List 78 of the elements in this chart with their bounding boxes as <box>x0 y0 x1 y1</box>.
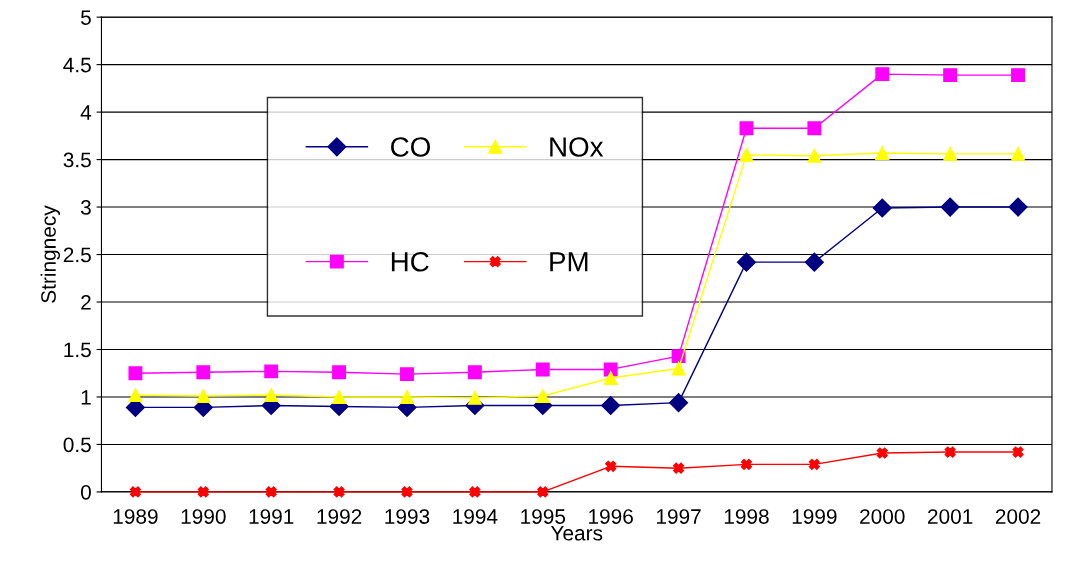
legend-label: HC <box>391 251 429 272</box>
x-tick-label: 1989 <box>113 509 158 524</box>
legend-label: NOx <box>550 137 604 157</box>
y-tick-label: 2 <box>81 295 91 310</box>
point <box>943 146 958 161</box>
point <box>605 460 617 472</box>
point <box>740 458 753 470</box>
point <box>1011 68 1025 83</box>
y-tick-label: 1.5 <box>64 342 91 358</box>
point <box>469 486 481 498</box>
point <box>1008 197 1028 217</box>
point <box>603 371 618 385</box>
x-tick-label: 1991 <box>249 509 294 524</box>
point <box>944 446 956 458</box>
point <box>333 486 345 498</box>
y-tick-label: 3 <box>80 200 91 215</box>
point <box>943 68 958 83</box>
point <box>940 197 960 217</box>
point <box>535 362 550 377</box>
point <box>1012 446 1024 458</box>
y-tick-label: 4 <box>80 105 92 120</box>
x-tick-label: 1990 <box>181 509 226 524</box>
y-tick-label: 3.5 <box>63 152 91 168</box>
point <box>876 447 888 459</box>
y-tick-label: 2.5 <box>63 247 91 263</box>
point <box>196 365 211 380</box>
point <box>875 67 890 82</box>
point <box>808 458 820 470</box>
legend-label: CO <box>391 137 430 157</box>
point <box>128 388 143 403</box>
y-axis-title: Stringnecy <box>40 205 60 303</box>
point <box>872 198 892 218</box>
point <box>736 252 756 272</box>
x-tick-label: 1993 <box>385 509 430 524</box>
point <box>196 389 211 403</box>
x-tick-label: 1992 <box>317 509 362 524</box>
point <box>673 462 685 474</box>
point <box>807 121 822 136</box>
y-tick-label: 4.5 <box>63 57 91 73</box>
x-tick-label: 1999 <box>792 509 837 524</box>
point <box>467 390 482 405</box>
x-tick-label: 1997 <box>656 509 701 524</box>
point <box>129 486 141 498</box>
point <box>537 486 549 498</box>
point <box>400 390 414 404</box>
y-tick-label: 0 <box>80 484 91 500</box>
point <box>535 389 550 403</box>
y-tick-label: 0.5 <box>63 437 91 453</box>
point <box>467 365 482 380</box>
point <box>128 366 143 381</box>
x-axis-title: Years <box>550 525 603 541</box>
x-tick-label: 2002 <box>995 509 1041 524</box>
x-tick-label: 1998 <box>724 509 769 524</box>
point <box>332 390 347 404</box>
x-tick-label: 1996 <box>589 509 633 524</box>
point <box>739 121 754 136</box>
point <box>264 364 279 379</box>
point <box>669 393 689 413</box>
point <box>400 367 414 382</box>
point <box>671 361 686 376</box>
point <box>264 388 279 403</box>
point <box>265 486 277 498</box>
point <box>332 365 347 380</box>
x-tick-label: 2000 <box>860 509 905 524</box>
point <box>197 486 209 498</box>
point <box>1011 146 1025 161</box>
x-tick-label: 2001 <box>928 509 973 524</box>
point <box>601 395 621 416</box>
point <box>804 252 824 272</box>
y-tick-label: 1 <box>81 390 91 405</box>
point <box>807 148 822 163</box>
x-tick-label: 1994 <box>453 509 498 524</box>
point <box>739 147 754 162</box>
legend-label: PM <box>550 252 588 272</box>
point <box>401 486 413 498</box>
x-tick-label: 1995 <box>521 509 566 524</box>
point <box>875 145 890 160</box>
y-tick-label: 5 <box>80 10 91 25</box>
